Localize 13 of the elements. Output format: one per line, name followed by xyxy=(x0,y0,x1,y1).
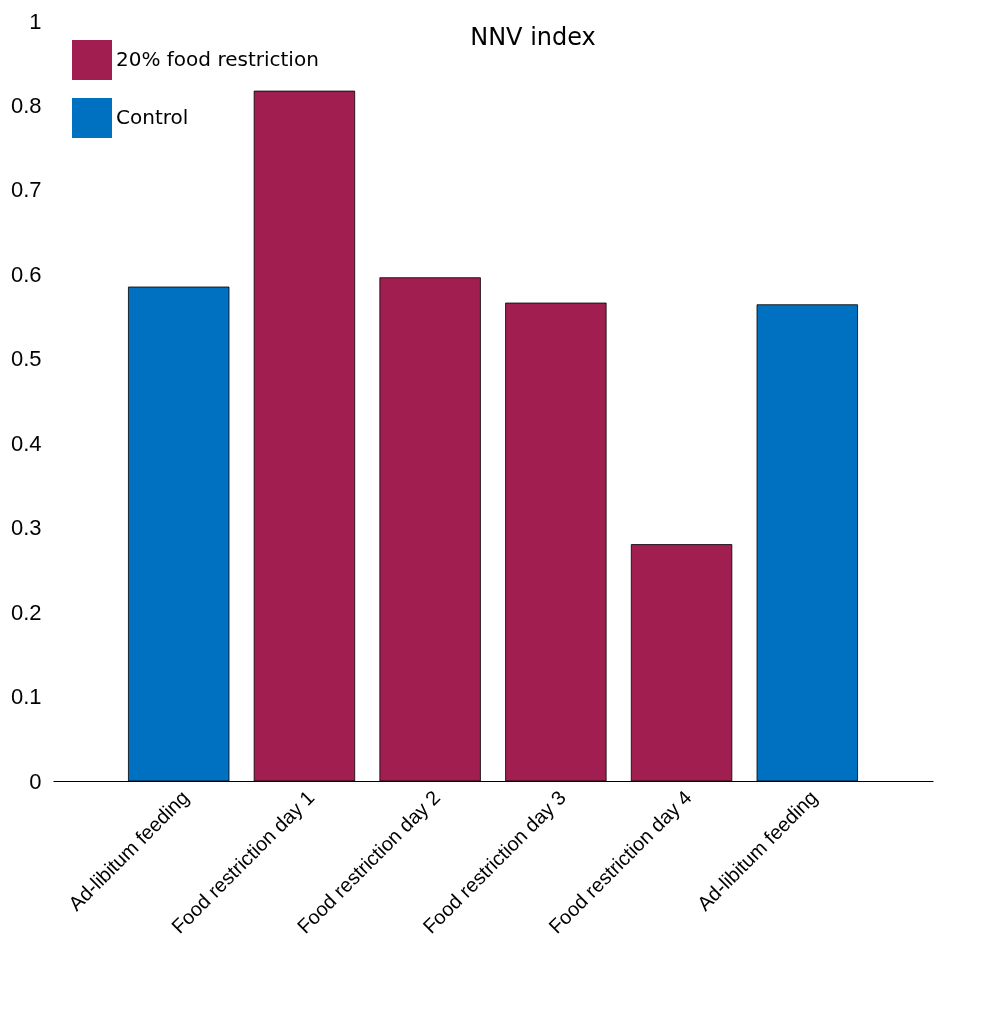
y-tick-label: 0.5 xyxy=(10,346,42,372)
y-tick-label: 0.8 xyxy=(10,92,42,118)
y-tick-label: 1 xyxy=(29,8,42,34)
y-tick-label: 0.4 xyxy=(10,430,42,456)
y-tick-label: 0.2 xyxy=(10,599,42,625)
y-tick-label: 0 xyxy=(29,768,42,794)
y-tick-label: 0.1 xyxy=(10,684,42,710)
legend-label: Control xyxy=(116,105,189,129)
legend-label: 20% food restriction xyxy=(116,47,319,71)
chart-title: NNV index xyxy=(470,23,596,51)
y-tick-label: 0.7 xyxy=(10,177,42,203)
y-tick-label: 0.6 xyxy=(10,261,42,287)
y-tick-label: 0.3 xyxy=(10,515,42,541)
